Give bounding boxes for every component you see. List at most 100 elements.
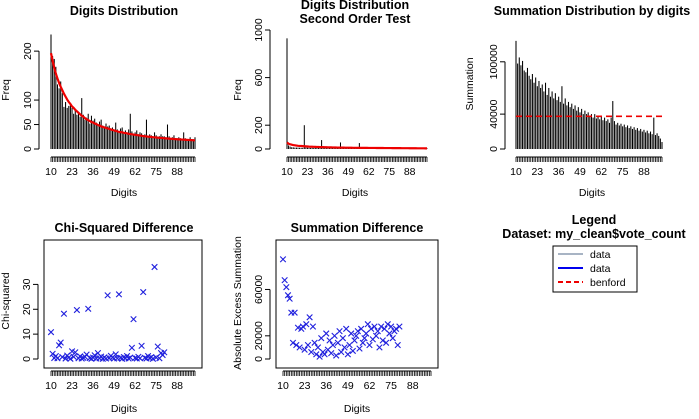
- data-point: [341, 344, 348, 351]
- bar: [518, 57, 520, 149]
- data-point: [306, 314, 313, 321]
- x-axis-label: Digits: [344, 403, 370, 415]
- x-tick-label: 88: [171, 166, 183, 178]
- bar: [321, 140, 323, 149]
- bar: [124, 130, 126, 149]
- x-tick-label: 36: [87, 380, 99, 392]
- legend-label: benford: [590, 277, 626, 289]
- x-tick-label: 75: [383, 166, 395, 178]
- bar: [136, 130, 138, 149]
- bar: [604, 117, 606, 149]
- digits-distribution-panel: Digits Distribution Digits Freq 0 50 100 20…: [0, 4, 196, 199]
- benford-curve: [49, 52, 196, 142]
- bar: [132, 134, 135, 149]
- bar: [538, 80, 540, 149]
- data-point: [313, 351, 320, 358]
- bar: [105, 123, 107, 149]
- bar: [574, 105, 576, 149]
- y-tick-label: 40000: [488, 99, 500, 128]
- x-tick-labels: 10 23 36 49 62 75 88: [45, 380, 183, 392]
- data-point: [331, 332, 338, 340]
- x-tick-label: 23: [299, 380, 311, 392]
- data-point: [351, 337, 358, 344]
- bar: [599, 119, 601, 149]
- summation-distribution-panel: Summation Distribution by digits Digits …: [464, 4, 690, 199]
- bar: [158, 136, 160, 149]
- bar: [589, 115, 591, 149]
- x-tick-label: 49: [343, 166, 355, 178]
- bar: [553, 98, 555, 149]
- data-point: [59, 353, 66, 361]
- bar: [648, 133, 650, 149]
- y-tick-labels: 0 50 100 200: [22, 42, 34, 152]
- data-point: [112, 351, 119, 358]
- bar: [561, 86, 563, 149]
- bar: [84, 119, 86, 149]
- data-point: [344, 351, 352, 358]
- data-point: [309, 323, 317, 330]
- data-point: [291, 309, 298, 316]
- bar: [79, 116, 81, 149]
- bar: [316, 147, 318, 149]
- data-point: [140, 288, 147, 296]
- data-point: [374, 327, 381, 335]
- data-point: [91, 352, 98, 359]
- data-point: [128, 344, 136, 351]
- bar: [90, 115, 92, 149]
- bar: [289, 146, 291, 149]
- bar: [651, 134, 653, 149]
- data-point: [47, 328, 55, 336]
- data-point: [304, 341, 312, 349]
- bar: [176, 138, 178, 149]
- bar: [577, 107, 579, 149]
- y-tick-label: 20: [21, 303, 33, 315]
- data-point: [367, 325, 375, 333]
- bar: [566, 105, 568, 149]
- bar: [576, 110, 578, 149]
- bar: [184, 138, 186, 149]
- data-point: [289, 339, 297, 346]
- bar: [587, 112, 589, 149]
- bar: [129, 113, 131, 149]
- bar: [640, 128, 642, 149]
- bar: [99, 121, 101, 149]
- x-tick-label: 62: [129, 166, 141, 178]
- bar: [89, 123, 91, 149]
- x-tick-label: 23: [66, 380, 78, 392]
- bar: [162, 136, 164, 149]
- axes: [33, 239, 203, 376]
- bar: [95, 122, 97, 149]
- bar: [627, 125, 629, 149]
- bar: [56, 84, 58, 149]
- bar: [559, 101, 561, 149]
- bar: [646, 130, 648, 149]
- y-axis-label: Chi-squared: [0, 272, 12, 329]
- bar: [50, 34, 52, 149]
- data-point: [329, 341, 337, 349]
- data-point: [354, 327, 362, 335]
- data-point: [57, 339, 64, 346]
- bar: [107, 126, 109, 149]
- bar: [150, 135, 152, 149]
- bar: [317, 147, 319, 149]
- bar: [600, 115, 602, 149]
- bar: [155, 135, 157, 149]
- data-point: [371, 323, 378, 330]
- chi-squared-panel: Chi-Squared Difference Digits Chi-square…: [0, 221, 203, 415]
- legend-label: data: [590, 249, 611, 261]
- bar: [179, 138, 181, 149]
- data-point: [303, 321, 310, 328]
- bar: [92, 120, 94, 149]
- data-point: [394, 341, 401, 349]
- bar: [120, 128, 122, 149]
- bar: [545, 82, 547, 149]
- bar: [171, 137, 173, 149]
- bar: [87, 113, 89, 149]
- data-point: [286, 295, 293, 302]
- bar: [53, 58, 55, 150]
- data-point: [72, 349, 79, 356]
- data-point: [343, 325, 350, 333]
- y-tick-label: 0: [22, 146, 34, 152]
- bar: [115, 122, 117, 149]
- bar: [556, 100, 558, 149]
